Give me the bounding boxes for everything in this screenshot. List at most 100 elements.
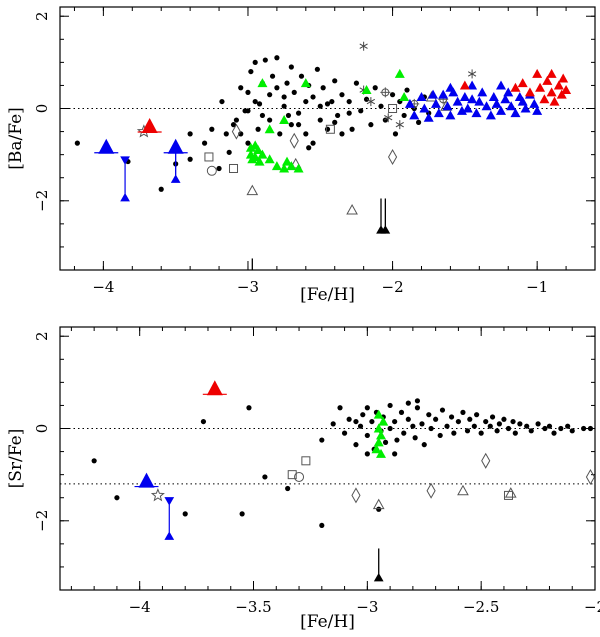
x-tick-label: −4 <box>92 278 114 296</box>
x-axis-label: [Fe/H] <box>300 612 355 632</box>
star-dot <box>415 119 422 125</box>
star-dot <box>337 405 343 411</box>
star-dot <box>389 92 396 98</box>
star-dot <box>448 414 455 420</box>
filled-triangle-marker <box>485 110 496 120</box>
filled-triangle-marker <box>459 80 470 90</box>
star-dot <box>587 425 594 432</box>
arrow-head <box>120 192 130 202</box>
diamond-marker <box>585 468 595 485</box>
star-dot <box>512 430 518 436</box>
filled-triangle-marker <box>409 110 420 120</box>
star-dot <box>535 421 541 427</box>
filled-triangle-marker <box>452 96 463 106</box>
filled-triangle-marker <box>419 103 430 113</box>
circle-marker <box>294 471 305 482</box>
star-dot <box>341 430 348 436</box>
star-dot <box>467 416 473 422</box>
star-dot <box>528 428 534 434</box>
asterisk-marker <box>395 120 404 130</box>
asterisk-marker <box>384 113 393 123</box>
highlight-triangle <box>138 472 155 488</box>
star-dot <box>382 439 389 445</box>
filled-triangle-marker <box>462 103 473 113</box>
star-dot <box>474 412 480 418</box>
arrow-head <box>380 225 391 234</box>
square-marker <box>229 163 239 173</box>
diamond-marker <box>387 148 398 165</box>
star-dot <box>496 421 502 427</box>
triangle-marker <box>457 484 469 496</box>
star-dot <box>319 437 325 443</box>
filled-triangle-marker <box>373 437 384 447</box>
star-dot <box>187 131 193 137</box>
star-dot <box>414 405 421 411</box>
star-dot <box>267 117 273 123</box>
filled-triangle-marker <box>477 87 488 97</box>
star-dot <box>358 108 364 114</box>
filled-triangle-marker <box>293 163 304 173</box>
star-dot <box>487 423 493 429</box>
filled-triangle-marker <box>250 140 261 150</box>
star-dot <box>505 425 512 432</box>
filled-triangle-marker <box>394 68 405 78</box>
y-axis-label: [Sr/Fe] <box>6 429 26 489</box>
cross-marker <box>380 87 391 98</box>
star-dot <box>200 418 207 425</box>
arrow-head <box>373 572 384 582</box>
filled-triangle-marker <box>438 89 449 99</box>
star-dot <box>291 89 297 95</box>
star-dot <box>255 126 261 132</box>
filled-triangle-marker <box>430 98 441 108</box>
star-dot <box>558 425 564 432</box>
filled-triangle-marker <box>496 80 507 90</box>
star-dot <box>285 112 292 119</box>
star-dot <box>405 400 411 406</box>
star-dot <box>324 126 331 132</box>
filled-triangle-marker <box>264 154 275 164</box>
star-dot <box>319 522 325 529</box>
star-dot <box>364 451 370 457</box>
arrow-head <box>251 268 253 270</box>
star-dot <box>339 92 345 98</box>
star-dot <box>245 89 251 95</box>
diamond-marker <box>426 482 436 499</box>
star-dot <box>285 485 291 492</box>
filled-triangle-marker <box>488 91 499 101</box>
filled-triangle-marker <box>257 78 268 88</box>
y-axis-label: [Ba/Fe] <box>6 107 26 170</box>
filled-triangle-marker <box>542 75 553 85</box>
asterisk-marker <box>359 41 368 51</box>
star-dot <box>281 103 287 109</box>
star-dot <box>346 110 352 116</box>
x-tick-label: −2.5 <box>463 598 499 616</box>
star-dot <box>433 416 439 422</box>
highlight-triangle <box>98 138 115 154</box>
filled-triangle-marker <box>517 78 528 88</box>
x-tick-label: −3.5 <box>235 598 271 616</box>
star-dot <box>401 112 407 119</box>
star-dot <box>246 405 252 411</box>
filled-triangle-marker <box>549 96 560 106</box>
filled-triangle-marker <box>481 101 492 111</box>
diamond-marker <box>481 452 491 469</box>
filled-triangle-marker <box>491 98 502 108</box>
square-marker <box>325 124 335 134</box>
star-dot <box>269 73 276 79</box>
star-dot <box>226 149 232 155</box>
star-dot <box>201 140 208 146</box>
star-dot <box>303 98 309 105</box>
highlight-triangle <box>206 380 223 396</box>
star-dot <box>310 140 316 146</box>
filled-triangle-marker <box>517 96 528 106</box>
y-tick-label: −2 <box>33 510 51 532</box>
filled-triangle-marker <box>361 85 372 95</box>
diamond-marker <box>231 123 241 140</box>
filled-triangle-marker <box>506 101 517 111</box>
star-dot <box>281 94 287 100</box>
filled-triangle-marker <box>253 145 264 155</box>
star-dot <box>233 117 240 123</box>
filled-triangle-marker <box>524 87 535 97</box>
star-dot <box>428 425 434 432</box>
star-dot <box>387 402 393 409</box>
